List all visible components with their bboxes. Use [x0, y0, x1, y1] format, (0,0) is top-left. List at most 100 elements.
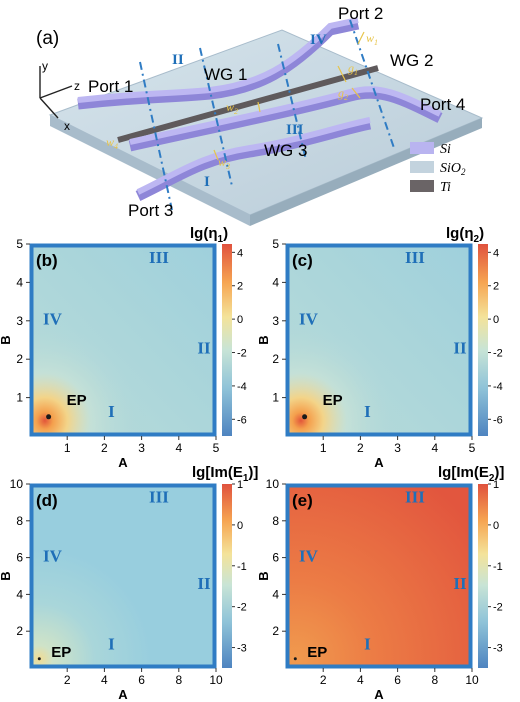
- region-label-i: I: [364, 635, 371, 654]
- x-axis-label: A: [374, 687, 384, 702]
- param-arrows: [213, 31, 365, 161]
- y-tick-label: 6: [272, 551, 279, 565]
- region-label-ii: II: [197, 338, 211, 357]
- region-label-i: I: [108, 402, 115, 421]
- colorbar-tick-label: -6: [237, 414, 247, 426]
- y-axis-label: B: [0, 571, 13, 580]
- region-label-iii: III: [149, 487, 169, 506]
- y-tick-label: 4: [16, 587, 23, 601]
- x-tick-label: 1: [64, 441, 71, 455]
- region-dividers: [139, 19, 395, 211]
- x-axis-label: A: [118, 687, 128, 702]
- region-label-iii: III: [405, 487, 425, 506]
- y-tick-label: 3: [16, 314, 23, 328]
- colorbar: [478, 484, 488, 668]
- y-tick-label: 5: [16, 237, 23, 251]
- ep-label: EP: [307, 644, 327, 661]
- ep-label: EP: [67, 392, 87, 409]
- colorbar-title: lg[Im(E2)]: [438, 464, 504, 484]
- ep-gradient-region: [30, 484, 216, 668]
- y-tick-label: 2: [272, 352, 279, 366]
- x-tick-label: 1: [320, 441, 327, 455]
- axis-z-label: z: [74, 79, 80, 93]
- substrate-side-left: [50, 115, 250, 226]
- ep-point: [293, 657, 297, 661]
- waveguide-2-top: [129, 86, 442, 145]
- colorbar: [478, 244, 488, 436]
- colorbar-tick-label: -2: [493, 348, 503, 360]
- region-label-i: I: [364, 402, 371, 421]
- x-tick-label: 4: [175, 441, 182, 455]
- x-tick-label: 2: [101, 441, 108, 455]
- legend-swatch-si: [410, 142, 434, 154]
- y-tick-label: 2: [16, 624, 23, 638]
- waveguide-1: [77, 18, 360, 110]
- y-tick-label: 4: [272, 587, 279, 601]
- region-label-iv: IV: [43, 546, 63, 565]
- y-tick-label: 4: [16, 275, 23, 289]
- panel-a: (a) II IV III I Port 1 Port 2 Port 3 Por…: [36, 4, 484, 226]
- ep-gradient-region: [286, 244, 472, 436]
- colorbar-tick-label: -1: [493, 561, 503, 573]
- x-tick-label: 6: [138, 673, 145, 687]
- x-tick-label: 5: [213, 441, 220, 455]
- region-label-i: I: [204, 174, 210, 190]
- ti-strip: [117, 65, 379, 143]
- colorbar: [222, 244, 232, 436]
- region-label-ii: II: [172, 52, 184, 68]
- colorbar-title: lg[Im(E1)]: [192, 464, 258, 484]
- x-tick-label: 10: [209, 673, 223, 687]
- colorbar-tick-label: 2: [493, 281, 499, 293]
- colorbar-title: lg(η2): [446, 225, 484, 245]
- y-tick-label: 6: [16, 551, 23, 565]
- colorbar-tick-label: 4: [237, 247, 243, 259]
- colorbar-tick-label: 0: [237, 314, 243, 326]
- colorbar-tick-label: -2: [237, 348, 247, 360]
- x-axis-label: A: [118, 455, 128, 470]
- y-tick-label: 2: [16, 352, 23, 366]
- region-label-iv: IV: [299, 310, 319, 329]
- panel-label: (b): [36, 251, 58, 270]
- colorbar-tick-label: 0: [493, 314, 499, 326]
- y-tick-label: 4: [272, 275, 279, 289]
- param-w4: w4: [106, 135, 118, 151]
- heatmap-panels: (b)IIIIIIIVEP1234512345AB420-2-4-6lg(η1)…: [0, 225, 504, 702]
- heatmap-field: [286, 484, 472, 668]
- region-label-i: I: [108, 635, 115, 654]
- colorbar-title: lg(η1): [190, 225, 228, 245]
- legend-label-ti: Ti: [440, 180, 451, 195]
- x-tick-label: 8: [431, 673, 438, 687]
- x-axis-label: A: [374, 455, 384, 470]
- region-label-iv: IV: [299, 546, 319, 565]
- colorbar-tick-label: 0: [237, 520, 243, 532]
- ep-label: EP: [51, 644, 71, 661]
- waveguide-2: [128, 87, 443, 152]
- y-tick-label: 8: [272, 514, 279, 528]
- x-tick-label: 4: [101, 673, 108, 687]
- colorbar-tick-label: -2: [493, 602, 503, 614]
- y-tick-label: 5: [272, 237, 279, 251]
- region-label-iii: III: [286, 122, 304, 138]
- x-tick-label: 2: [64, 673, 71, 687]
- region-label-iii: III: [405, 248, 425, 267]
- param-g1: g1: [348, 61, 358, 77]
- y-tick-label: 2: [272, 624, 279, 638]
- panel-border: [285, 483, 473, 669]
- y-axis-label: B: [0, 335, 13, 344]
- x-tick-label: 2: [320, 673, 327, 687]
- y-axis-label: B: [256, 335, 271, 344]
- x-tick-label: 10: [465, 673, 479, 687]
- axis-x-label: x: [64, 119, 70, 133]
- waveguide-3-top: [136, 117, 371, 195]
- colorbar-tick-label: 1: [493, 479, 499, 491]
- colorbar-tick-label: -1: [237, 561, 247, 573]
- panel-border: [29, 243, 217, 437]
- port-1-label: Port 1: [88, 77, 133, 96]
- legend-swatch-ti: [410, 180, 434, 192]
- y-tick-label: 10: [266, 477, 280, 491]
- region-label-ii: II: [453, 338, 467, 357]
- y-tick-label: 3: [272, 314, 279, 328]
- y-tick-label: 8: [16, 514, 23, 528]
